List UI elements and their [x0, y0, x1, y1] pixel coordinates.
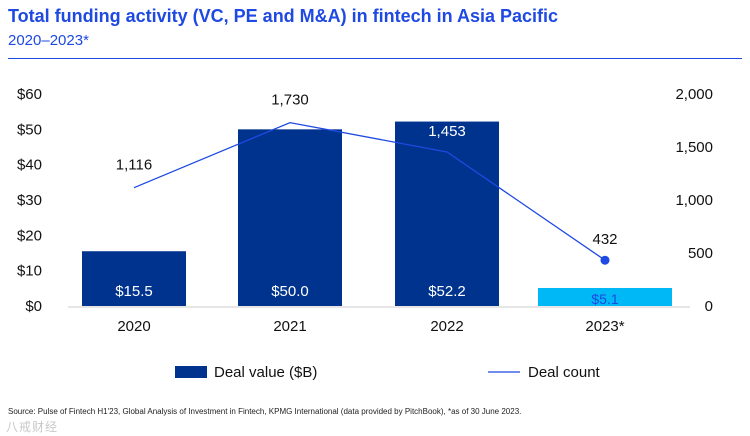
y-left-tick-label: $40 — [17, 157, 42, 174]
y-left-tick-label: $20 — [17, 227, 42, 244]
watermark: 八戒财经 — [6, 420, 59, 434]
line-value-label: 432 — [592, 231, 617, 248]
y-right-tick-label: 2,000 — [675, 86, 713, 103]
y-left-tick-label: $10 — [17, 263, 42, 280]
legend-label-deal-count: Deal count — [528, 364, 601, 381]
x-tick-label: 2022 — [430, 318, 463, 335]
y-left-tick-label: $60 — [17, 86, 42, 103]
bar-value-label: $50.0 — [271, 283, 309, 300]
y-left-tick-label: $0 — [25, 298, 42, 315]
bar-deal-value — [82, 251, 186, 306]
y-right-tick-label: 0 — [705, 298, 713, 315]
y-right-tick-label: 500 — [688, 245, 713, 262]
y-left-tick-label: $50 — [17, 121, 42, 138]
source-note: Source: Pulse of Fintech H1'23, Global A… — [8, 407, 522, 416]
x-tick-label: 2023* — [585, 318, 624, 335]
bar-deal-value — [538, 287, 672, 306]
chart-subtitle: 2020–2023* — [8, 32, 89, 49]
chart-title: Total funding activity (VC, PE and M&A) … — [8, 6, 559, 26]
line-value-label: 1,730 — [271, 92, 309, 109]
bar-deal-value — [238, 129, 342, 306]
x-tick-label: 2021 — [273, 318, 306, 335]
bar-value-label: $15.5 — [115, 283, 153, 300]
legend-swatch-deal-value — [175, 366, 207, 378]
bar-deal-value — [395, 121, 499, 306]
line-point-2023 — [600, 255, 610, 265]
combo-chart: $0 $10 $20 $30 $40 $50 $60 0 500 1,000 1,500 2,000 $… — [17, 86, 713, 381]
x-tick-label: 2020 — [117, 318, 150, 335]
bar-value-label: $5.1 — [591, 291, 618, 307]
y-right-tick-label: 1,500 — [675, 139, 713, 156]
line-deal-count — [133, 121, 606, 261]
line-value-label: 1,116 — [116, 157, 152, 174]
y-right-tick-label: 1,000 — [675, 192, 713, 209]
bar-value-label: $52.2 — [428, 283, 466, 300]
title-divider — [8, 58, 742, 59]
y-left-tick-label: $30 — [17, 192, 42, 209]
line-value-label: 1,453 — [428, 123, 466, 140]
legend-label-deal-value: Deal value ($B) — [214, 364, 317, 381]
